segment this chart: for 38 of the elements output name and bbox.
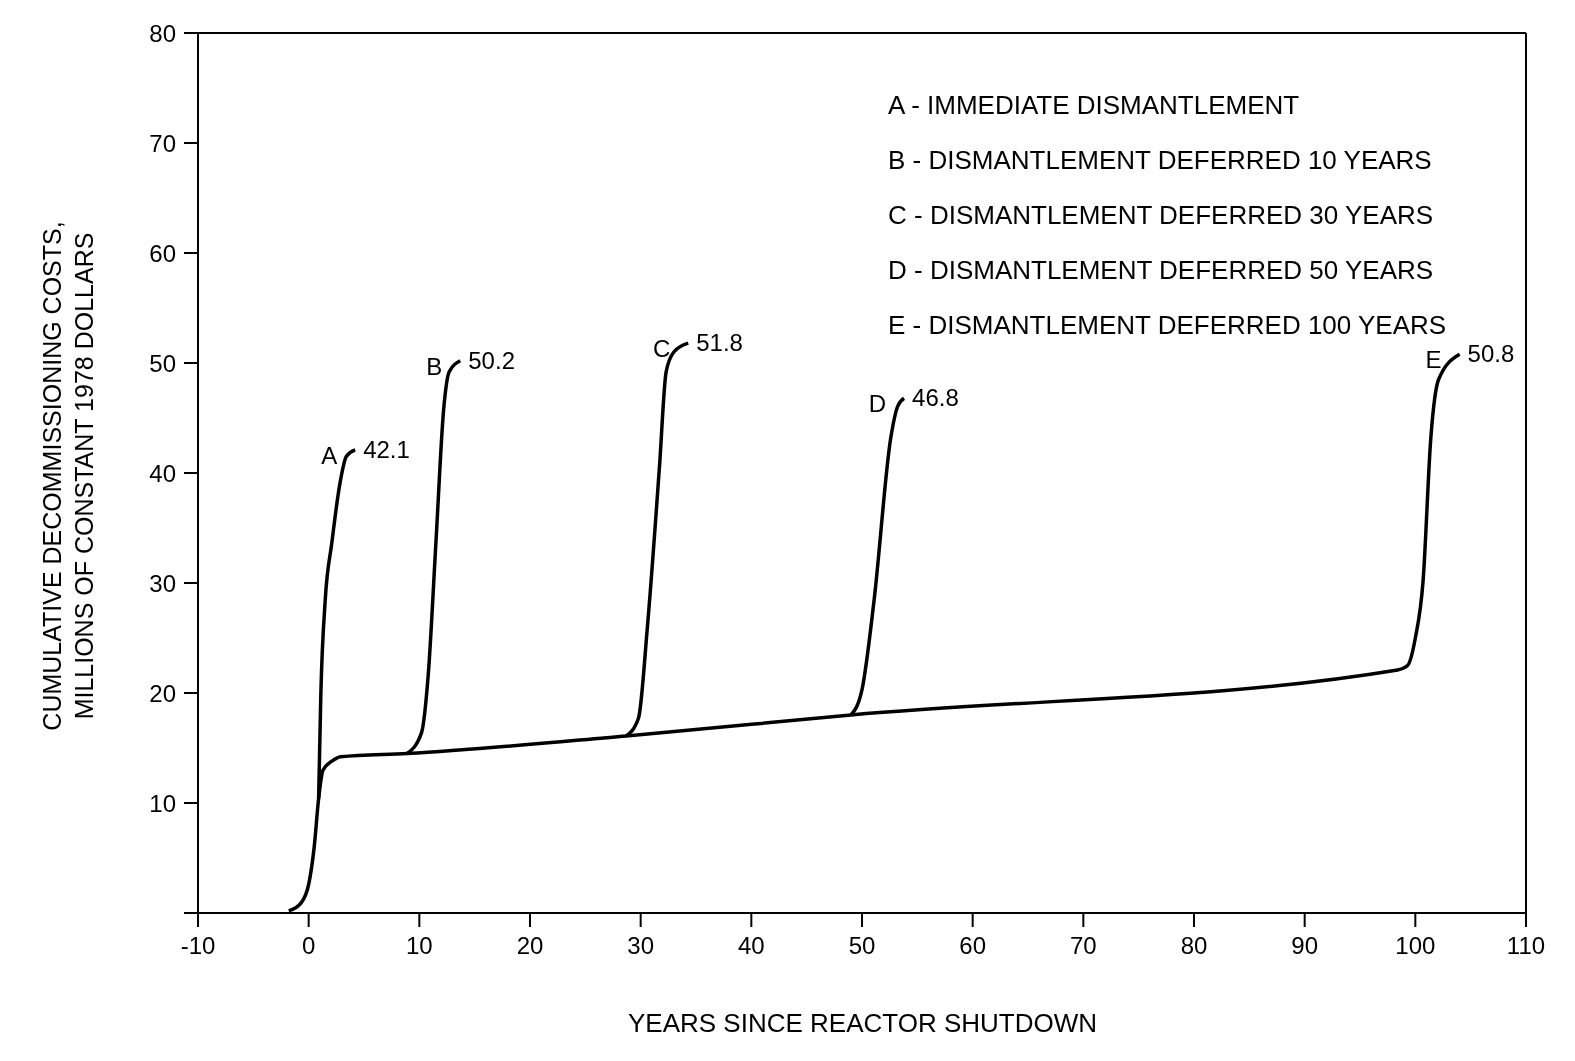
y-axis-title: CUMULATIVE DECOMMISSIONING COSTS, MILLIONS OF CONSTANT 1978 DOLLARS (37, 219, 99, 733)
data-label: 42.1 (363, 435, 410, 463)
y-tick-label: 70 (149, 129, 176, 157)
x-tick-label: 10 (405, 932, 433, 960)
x-tick-label: 80 (1180, 932, 1208, 960)
x-tick-label: 30 (627, 932, 655, 960)
y-tick-label: 20 (149, 679, 176, 707)
x-tick-label: 60 (959, 932, 987, 960)
x-tick-label: 20 (516, 932, 544, 960)
x-tick-label: 70 (1069, 932, 1097, 960)
x-tick-label: 0 (301, 932, 316, 960)
data-label: 50.8 (1467, 340, 1515, 368)
y-tick-label: 60 (149, 239, 176, 267)
x-tick-label: 90 (1291, 932, 1319, 960)
series-label: A (321, 441, 338, 469)
series-label: E (1425, 346, 1442, 374)
x-tick-label: -10 (180, 932, 216, 960)
x-tick-label: 50 (848, 932, 876, 960)
annotation: D - DISMANTLEMENT DEFERRED 50 YEARS (888, 254, 1435, 287)
x-tick-label: 100 (1395, 932, 1436, 960)
annotation: C - DISMANTLEMENT DEFERRED 30 YEARS (888, 199, 1435, 232)
data-label: 50.2 (468, 346, 515, 374)
series-label: B (426, 352, 443, 380)
y-tick-label: 30 (149, 569, 176, 597)
data-label: 46.8 (912, 384, 959, 412)
y-tick-label: 80 (149, 19, 176, 47)
y-tick-label: 10 (149, 789, 176, 817)
x-tick-label: 110 (1506, 932, 1546, 960)
y-tick-label: 50 (149, 349, 176, 377)
annotation: A - IMMEDIATE DISMANTLEMENT (888, 89, 1301, 122)
data-label: 51.8 (696, 329, 743, 357)
series-label: D (868, 390, 887, 418)
series-label: C (652, 335, 671, 363)
x-tick-label: 40 (737, 932, 765, 960)
y-tick-label: 40 (149, 459, 176, 487)
annotation: B - DISMANTLEMENT DEFERRED 10 YEARS (888, 144, 1433, 177)
x-axis-title: YEARS SINCE REACTOR SHUTDOWN (627, 1008, 1098, 1039)
annotation: E - DISMANTLEMENT DEFERRED 100 YEARS (888, 310, 1447, 340)
